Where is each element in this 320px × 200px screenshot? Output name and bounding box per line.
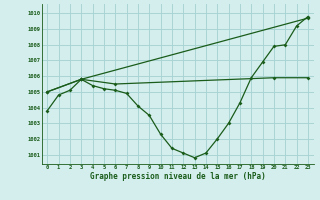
X-axis label: Graphe pression niveau de la mer (hPa): Graphe pression niveau de la mer (hPa)	[90, 172, 266, 181]
